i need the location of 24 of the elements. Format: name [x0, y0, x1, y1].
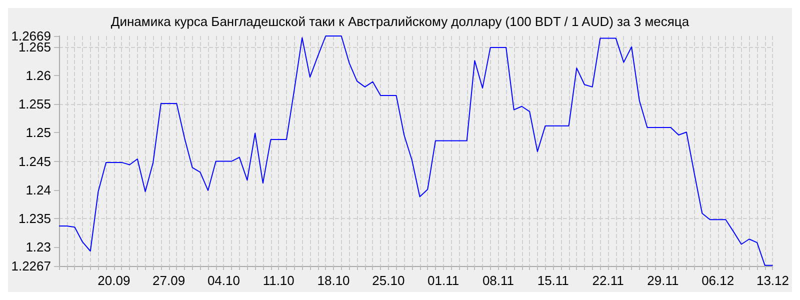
x-tick-label: 25.10: [372, 273, 405, 288]
x-tick-label: 04.10: [207, 273, 240, 288]
x-tick-label: 08.11: [482, 273, 514, 288]
y-tick-label: 1.235: [18, 211, 51, 226]
x-tick-label: 22.11: [592, 273, 624, 288]
x-tick-label: 01.11: [428, 273, 460, 288]
x-tick-label: 11.10: [262, 273, 294, 288]
y-tick-label: 1.24: [26, 182, 51, 198]
y-tick-label: 1.25: [26, 125, 51, 140]
x-tick-label: 27.09: [152, 273, 186, 288]
x-tick-label: 06.12: [702, 273, 734, 288]
line-series: [58, 36, 774, 266]
x-tick-label: 18.10: [317, 273, 350, 288]
y-tick-label: 1.26: [26, 68, 51, 83]
y-tick-label: 1.2267: [11, 258, 51, 274]
y-tick-label: 1.245: [18, 154, 51, 169]
chart-title: Динамика курса Бангладешской таки к Австралийскому доллару (100 BDT / 1 AUD) за 3 месяца: [110, 14, 690, 29]
x-tick-label: 29.11: [647, 273, 679, 288]
y-tick-label: 1.2669: [11, 28, 51, 44]
x-tick-label: 15.11: [537, 273, 569, 288]
y-tick-label: 1.255: [18, 96, 51, 112]
x-tick-label: 20.09: [98, 273, 130, 288]
y-tick-label: 1.23: [26, 240, 51, 255]
x-tick-label: 13.12: [756, 273, 790, 288]
